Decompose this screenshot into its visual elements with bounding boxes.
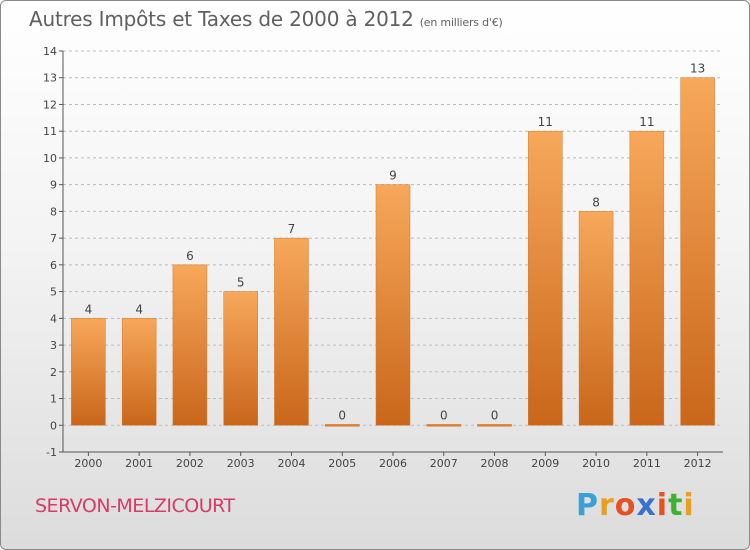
logo-letter: x <box>636 488 657 523</box>
y-tick-label: 0 <box>50 419 57 432</box>
x-tick-label: 2007 <box>430 457 458 470</box>
logo-letter: i <box>683 488 695 523</box>
data-label-2011: 11 <box>639 115 654 129</box>
data-label-2002: 6 <box>186 249 194 263</box>
title-text: Autres Impôts et Taxes de 2000 à 2012 <box>29 7 414 31</box>
y-tick-label: 2 <box>50 366 57 379</box>
x-tick-label: 2008 <box>481 457 509 470</box>
y-tick-label: -1 <box>46 446 57 459</box>
data-label-2003: 5 <box>237 276 245 290</box>
logo-letter: r <box>599 488 615 523</box>
data-labels: 4 4 6 5 7 0 9 0 0 11 8 11 13 <box>85 62 706 423</box>
chart-title: Autres Impôts et Taxes de 2000 à 2012 (en… <box>29 7 503 31</box>
bar-2001 <box>121 318 157 426</box>
x-tick-label: 2002 <box>176 457 204 470</box>
y-tick-label: 13 <box>43 72 57 85</box>
x-tick-label: 2011 <box>633 457 661 470</box>
title-unit: (en milliers d'€) <box>419 16 503 29</box>
bars <box>71 77 715 427</box>
data-label-2004: 7 <box>288 222 296 236</box>
y-tick-label: 4 <box>50 312 57 325</box>
bar-2005 <box>324 424 360 427</box>
data-label-2000: 4 <box>85 302 93 316</box>
bar-2010 <box>578 211 614 426</box>
commune-name: SERVON-MELZICOURT <box>35 495 235 517</box>
x-tick-label: 2000 <box>74 457 102 470</box>
y-tick-label: 6 <box>50 259 57 272</box>
data-label-2009: 11 <box>538 115 553 129</box>
x-tick-label: 2005 <box>328 457 356 470</box>
x-tick-label: 2004 <box>277 457 305 470</box>
bar-2011 <box>629 130 665 426</box>
bar-2006 <box>375 184 411 426</box>
y-tick-label: 8 <box>50 205 57 218</box>
bar-2009 <box>528 130 563 426</box>
logo-letter: t <box>668 488 684 523</box>
data-label-2008: 0 <box>491 408 499 422</box>
bar-2004 <box>274 237 309 426</box>
data-label-2010: 8 <box>592 195 600 209</box>
bar-2003 <box>223 291 258 426</box>
data-label-2007: 0 <box>440 408 448 422</box>
y-tick-label: 14 <box>43 45 57 58</box>
x-tick-label: 2010 <box>582 457 610 470</box>
bar-2002 <box>172 264 208 426</box>
logo-letter: o <box>614 488 637 523</box>
data-label-2012: 13 <box>690 62 705 76</box>
bar-2008 <box>477 424 512 427</box>
x-tick-label: 2003 <box>227 457 255 470</box>
y-tick-label: 9 <box>50 179 57 192</box>
y-tick-label: 3 <box>50 339 57 352</box>
logo-letter: P <box>576 488 599 523</box>
x-tick-label: 2009 <box>531 457 559 470</box>
y-tick-label: 11 <box>43 125 57 138</box>
bar-2000 <box>71 318 106 426</box>
data-label-2005: 0 <box>338 408 346 422</box>
y-tick-label: 7 <box>50 232 57 245</box>
bar-2012 <box>680 77 715 426</box>
data-label-2001: 4 <box>135 302 143 316</box>
y-tick-label: 1 <box>50 393 57 406</box>
y-tick-label: 10 <box>43 152 57 165</box>
x-tick-label: 2006 <box>379 457 407 470</box>
x-tick-label: 2001 <box>125 457 153 470</box>
y-tick-label: 5 <box>50 286 57 299</box>
data-label-2006: 9 <box>389 169 397 183</box>
x-tick-label: 2012 <box>684 457 712 470</box>
logo-letter: i <box>656 488 669 523</box>
bar-2007 <box>426 424 462 427</box>
proxiti-logo[interactable]: Proxiti <box>576 488 695 523</box>
y-tick-label: 12 <box>43 98 57 111</box>
